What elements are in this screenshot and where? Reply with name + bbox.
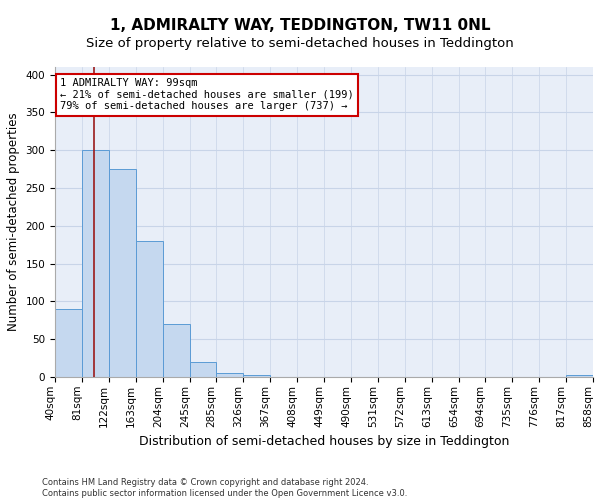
Bar — [190, 362, 216, 377]
Bar — [82, 150, 109, 377]
Bar — [243, 374, 270, 377]
Text: Contains HM Land Registry data © Crown copyright and database right 2024.
Contai: Contains HM Land Registry data © Crown c… — [42, 478, 407, 498]
Text: Size of property relative to semi-detached houses in Teddington: Size of property relative to semi-detach… — [86, 38, 514, 51]
Text: 1 ADMIRALTY WAY: 99sqm
← 21% of semi-detached houses are smaller (199)
79% of se: 1 ADMIRALTY WAY: 99sqm ← 21% of semi-det… — [60, 78, 354, 112]
Bar — [216, 373, 243, 377]
Bar — [163, 324, 190, 377]
Y-axis label: Number of semi-detached properties: Number of semi-detached properties — [7, 112, 20, 332]
Bar — [55, 309, 82, 377]
Bar — [566, 374, 593, 377]
Text: 1, ADMIRALTY WAY, TEDDINGTON, TW11 0NL: 1, ADMIRALTY WAY, TEDDINGTON, TW11 0NL — [110, 18, 490, 32]
X-axis label: Distribution of semi-detached houses by size in Teddington: Distribution of semi-detached houses by … — [139, 435, 509, 448]
Bar — [109, 169, 136, 377]
Bar — [136, 241, 163, 377]
